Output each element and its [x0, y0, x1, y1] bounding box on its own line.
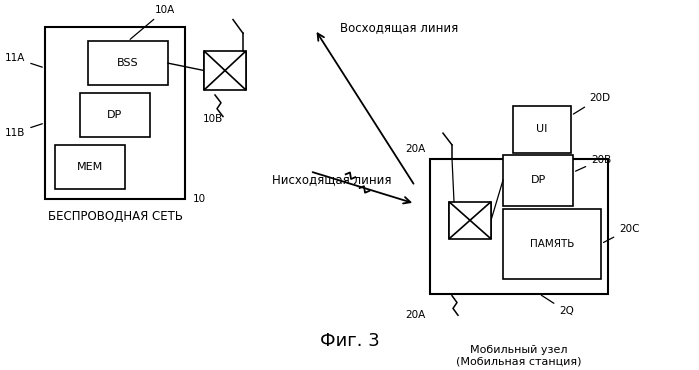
- Text: Фиг. 3: Фиг. 3: [320, 332, 380, 350]
- Text: 10: 10: [193, 194, 206, 204]
- Bar: [513, 106, 571, 153]
- Bar: [430, 159, 608, 294]
- Bar: [88, 41, 168, 85]
- Text: 20C: 20C: [603, 224, 640, 242]
- Text: 10B: 10B: [203, 114, 223, 124]
- Text: 2Q: 2Q: [541, 295, 574, 316]
- Bar: [204, 51, 246, 90]
- Text: 20B: 20B: [575, 155, 611, 171]
- Bar: [449, 202, 491, 239]
- Text: Нисходящая линия: Нисходящая линия: [272, 173, 391, 186]
- Polygon shape: [449, 202, 470, 239]
- Text: 11A: 11A: [5, 53, 43, 67]
- Text: BSS: BSS: [117, 58, 139, 68]
- Text: 20A: 20A: [405, 144, 425, 154]
- Text: ПАМЯТЬ: ПАМЯТЬ: [530, 239, 574, 249]
- Bar: [55, 145, 125, 189]
- Bar: [503, 209, 601, 279]
- Bar: [80, 93, 150, 137]
- Text: БЕСПРОВОДНАЯ СЕТЬ: БЕСПРОВОДНАЯ СЕТЬ: [48, 210, 182, 223]
- Bar: [503, 155, 573, 206]
- Text: 20A: 20A: [405, 310, 425, 320]
- Polygon shape: [204, 51, 225, 90]
- Text: Мобильный узел
(Мобильная станция): Мобильный узел (Мобильная станция): [456, 344, 582, 366]
- Polygon shape: [225, 51, 246, 90]
- Text: DP: DP: [108, 110, 122, 120]
- Text: 11B: 11B: [5, 124, 43, 138]
- Text: UI: UI: [536, 124, 548, 134]
- Text: MEM: MEM: [77, 162, 103, 172]
- Text: Восходящая линия: Восходящая линия: [340, 21, 459, 34]
- Polygon shape: [470, 202, 491, 239]
- Text: DP: DP: [531, 175, 546, 185]
- Text: 20D: 20D: [573, 93, 610, 114]
- Bar: [45, 27, 185, 199]
- Text: 10A: 10A: [130, 5, 175, 39]
